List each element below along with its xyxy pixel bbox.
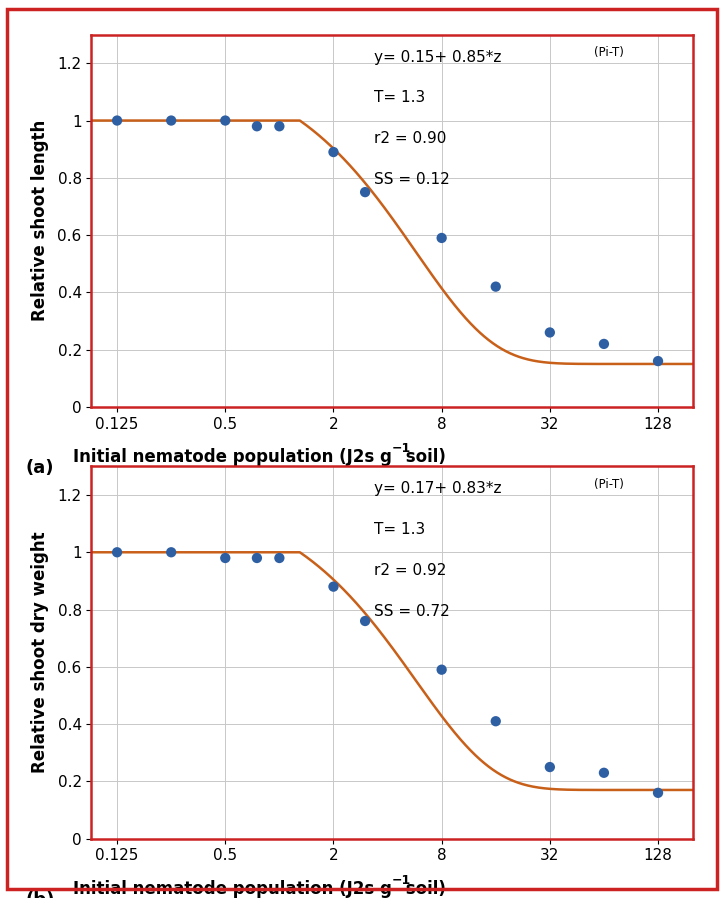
- Point: [219, 550, 231, 565]
- Point: [274, 119, 285, 134]
- Point: [165, 113, 177, 128]
- Point: [359, 185, 371, 199]
- Text: y= 0.17+ 0.83*z: y= 0.17+ 0.83*z: [374, 481, 502, 497]
- Point: [490, 714, 502, 728]
- Point: [598, 337, 610, 351]
- Text: T= 1.3: T= 1.3: [374, 91, 426, 105]
- Point: [544, 760, 555, 774]
- Text: SS = 0.72: SS = 0.72: [374, 604, 450, 619]
- Text: y= 0.15+ 0.85*z: y= 0.15+ 0.85*z: [374, 49, 502, 65]
- Text: T= 1.3: T= 1.3: [374, 523, 426, 537]
- Point: [436, 663, 447, 677]
- Point: [274, 550, 285, 565]
- Text: r2 = 0.90: r2 = 0.90: [374, 131, 447, 146]
- Point: [652, 786, 664, 800]
- Point: [359, 614, 371, 629]
- Text: Initial nematode population (J2s g: Initial nematode population (J2s g: [73, 448, 392, 466]
- Point: [111, 113, 123, 128]
- Point: [598, 766, 610, 780]
- Point: [328, 579, 340, 594]
- Y-axis label: Relative shoot dry weight: Relative shoot dry weight: [31, 532, 49, 773]
- Text: (a): (a): [25, 459, 54, 477]
- Point: [111, 545, 123, 559]
- Text: −1: −1: [392, 443, 411, 455]
- Text: (Pi-T): (Pi-T): [594, 46, 623, 58]
- Text: soil): soil): [400, 448, 446, 466]
- Text: (b): (b): [25, 891, 55, 898]
- Point: [165, 545, 177, 559]
- Point: [490, 279, 502, 294]
- Point: [328, 145, 340, 159]
- Text: (Pi-T): (Pi-T): [594, 478, 623, 490]
- Text: Initial nematode population (J2s g: Initial nematode population (J2s g: [73, 880, 392, 898]
- Point: [544, 325, 555, 339]
- Point: [251, 119, 263, 134]
- Point: [219, 113, 231, 128]
- Text: SS = 0.12: SS = 0.12: [374, 172, 450, 188]
- Text: r2 = 0.92: r2 = 0.92: [374, 563, 447, 578]
- Point: [251, 550, 263, 565]
- Y-axis label: Relative shoot length: Relative shoot length: [31, 120, 49, 321]
- Point: [436, 231, 447, 245]
- Point: [652, 354, 664, 368]
- Text: soil): soil): [400, 880, 446, 898]
- Text: −1: −1: [392, 874, 411, 887]
